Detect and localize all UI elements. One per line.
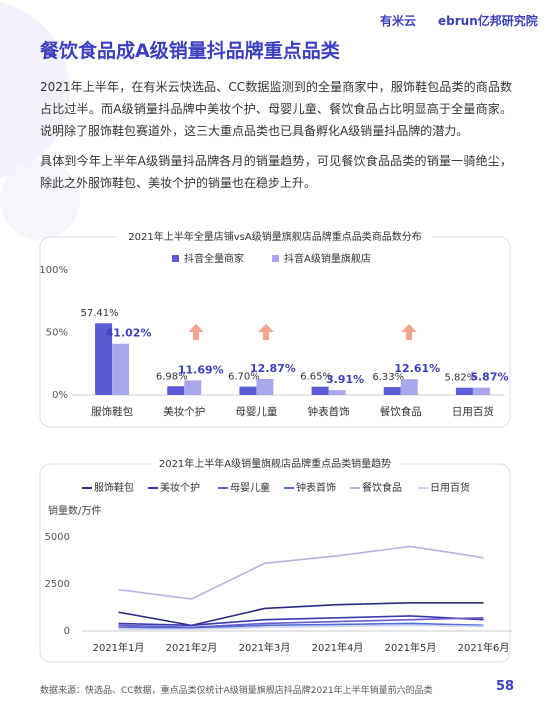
value-label: 6.65% — [300, 372, 332, 383]
bar — [455, 387, 473, 395]
logo-youmi: 有米云 — [380, 14, 417, 28]
legend-label: 美妆个护 — [160, 481, 200, 494]
legend-label: 抖音全量商家 — [184, 252, 244, 265]
series-line — [118, 545, 484, 600]
value-label: 12.61% — [394, 362, 440, 375]
series-line — [118, 617, 484, 629]
series-line — [118, 624, 484, 630]
legend-label: 餐饮食品 — [362, 481, 402, 494]
series-line — [118, 601, 484, 627]
value-label: 41.02% — [106, 327, 152, 340]
x-tick-label: 2021年5月 — [385, 641, 437, 654]
chart-title: 2021年上半年A级销量旗舰店品牌重点品类销量趋势 — [159, 457, 391, 470]
page-number: 58 — [496, 679, 515, 694]
y-tick-label: 0% — [52, 390, 68, 401]
value-label: 11.69% — [178, 363, 224, 376]
value-label: 5.87% — [470, 371, 508, 384]
x-tick-label: 母婴儿童 — [235, 405, 277, 418]
title-bg — [150, 456, 400, 472]
y-axis-label: 销量数/万件 — [48, 504, 101, 517]
legend-label: 抖音A级销量旗舰店 — [284, 252, 371, 265]
x-tick-label: 2021年3月 — [239, 641, 291, 654]
value-label: 5.82% — [445, 373, 477, 384]
chart-title: 2021年上半年全量店铺vsA级销量旗舰店品牌重点品类商品数分布 — [128, 230, 421, 243]
page-title: 餐饮食品成A级销量抖品牌重点品类 — [40, 40, 340, 62]
series-line — [118, 622, 484, 629]
paragraph: 2021年上半年，在有米云快选品、CC数据监测到的全量商家中，服饰鞋包品类的商品… — [40, 80, 512, 138]
legend-label: 服饰鞋包 — [94, 481, 134, 494]
x-tick-label: 服饰鞋包 — [91, 405, 133, 418]
y-tick-label: 100% — [39, 265, 68, 276]
bar — [400, 379, 418, 395]
paragraph: 具体到今年上半年A级销量抖品牌各月的销量趋势，可见餐饮食品品类的销量一骑绝尘，除… — [40, 154, 512, 190]
series-line — [118, 615, 484, 627]
bar — [112, 343, 130, 395]
bar — [472, 387, 490, 395]
y-tick-label: 0 — [64, 626, 70, 637]
bar — [383, 387, 401, 395]
x-tick-label: 钟表首饰 — [308, 405, 350, 418]
legend-swatch — [272, 255, 279, 262]
value-label: 12.87% — [250, 362, 296, 375]
bar — [95, 323, 113, 395]
bar — [256, 378, 274, 395]
y-tick-label: 5000 — [45, 532, 70, 543]
footer-source: 数据来源：快选品、CC数据，重点品类仅统计A级销量旗舰店抖品牌2021年上半年销… — [40, 686, 433, 696]
bar — [184, 380, 202, 395]
up-arrows — [188, 324, 417, 340]
y-tick-label: 50% — [46, 328, 68, 339]
x-tick-label: 2021年1月 — [93, 641, 145, 654]
legend-swatch — [172, 255, 179, 262]
x-tick-label: 美妆个护 — [163, 405, 205, 418]
legend-label: 母婴儿童 — [230, 481, 270, 494]
x-tick-label: 2021年6月 — [458, 641, 510, 654]
value-label: 6.33% — [372, 372, 404, 383]
value-label: 57.41% — [81, 308, 119, 319]
y-tick-label: 2500 — [45, 579, 70, 590]
x-tick-label: 日用百货 — [452, 405, 494, 418]
bar — [328, 390, 346, 395]
value-label: 6.70% — [228, 372, 260, 383]
bar — [311, 386, 329, 395]
legend-label: 钟表首饰 — [296, 481, 336, 494]
value-label: 6.98% — [156, 371, 188, 382]
x-tick-label: 2021年4月 — [312, 641, 364, 654]
logo-ebrun: ebrun亿邦研究院 — [438, 14, 538, 28]
bar — [167, 386, 185, 395]
value-label: 3.91% — [326, 373, 364, 386]
bar — [239, 386, 257, 395]
title-bg — [117, 229, 433, 245]
legend-label: 日用百货 — [430, 481, 470, 494]
x-tick-label: 餐饮食品 — [380, 405, 422, 418]
x-tick-label: 2021年2月 — [166, 641, 218, 654]
